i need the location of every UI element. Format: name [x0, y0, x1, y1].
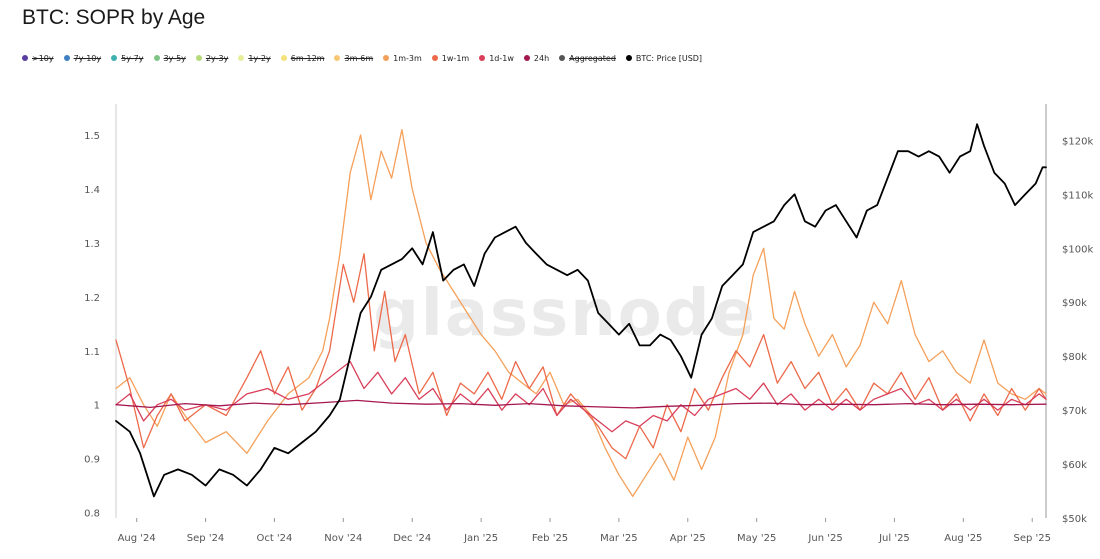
y-right-tick-label: $120k	[1062, 136, 1093, 147]
x-tick-label: Oct '24	[256, 533, 292, 544]
legend-dot-icon	[625, 55, 632, 61]
x-tick-label: Mar '25	[600, 533, 638, 544]
legend-item[interactable]: 3m-6m	[334, 54, 373, 63]
x-tick-label: Aug '25	[944, 533, 982, 544]
legend-item[interactable]: 5y-7y	[111, 53, 144, 63]
legend-dot-icon	[523, 55, 530, 61]
legend-dot-icon	[334, 55, 341, 61]
legend-label: 7y-10y	[73, 53, 102, 63]
y-right-tick-label: $100k	[1062, 244, 1093, 255]
y-right-tick-label: $110k	[1062, 190, 1093, 201]
legend-label: 2y-3y	[205, 53, 229, 63]
x-tick-label: Nov '24	[324, 533, 362, 544]
legend-label: 5y-7y	[121, 53, 144, 63]
legend-dot-icon	[111, 55, 118, 61]
legend-dot-icon	[479, 55, 486, 61]
legend-label: 1d-1w	[489, 53, 514, 63]
watermark-text: glassnode	[373, 277, 757, 351]
y-right-tick-label: $60k	[1062, 460, 1087, 471]
legend-item[interactable]: >10y	[22, 54, 54, 63]
x-tick-label: Dec '24	[393, 533, 431, 544]
x-tick-label: Jul '25	[878, 533, 910, 544]
legend-dot-icon	[280, 55, 287, 61]
chart-title: BTC: SOPR by Age	[22, 6, 206, 29]
legend-item[interactable]: 1y-2y	[238, 53, 271, 63]
legend-item[interactable]: Aggregated	[559, 54, 616, 63]
series-line-1m-3m	[115, 128, 1047, 498]
x-tick-label: Sep '24	[187, 533, 225, 544]
y-left-tick-label: 1.5	[84, 131, 100, 142]
legend-item[interactable]: 3y-5y	[153, 53, 186, 63]
legend-dot-icon	[195, 55, 202, 61]
y-left-tick-label: 1.3	[84, 239, 100, 250]
legend-label: 1y-2y	[248, 53, 271, 63]
x-tick-label: Jan '25	[463, 533, 498, 544]
legend-label: 6m-12m	[290, 53, 325, 63]
legend-dot-icon	[238, 55, 245, 61]
legend-item[interactable]: 24h	[523, 53, 550, 63]
legend-item[interactable]: 6m-12m	[280, 53, 325, 63]
legend-item[interactable]: 1d-1w	[479, 54, 514, 63]
legend-label: Aggregated	[569, 53, 616, 63]
legend-label: 1m-3m	[393, 53, 422, 63]
legend-item[interactable]: 1m-3m	[383, 54, 422, 63]
y-right-tick-label: $80k	[1062, 352, 1087, 363]
y-left-tick-label: 1.2	[84, 293, 100, 304]
y-right-tick-label: $90k	[1062, 298, 1087, 309]
y-left-tick-label: 1.4	[84, 185, 100, 196]
legend: >10y 7y-10y 5y-7y 3y-5y 2y-3y 1y-2y 6m-12m 3m-6…	[22, 51, 702, 65]
y-right-tick-label: $50k	[1062, 514, 1087, 525]
x-tick-label: May '25	[737, 533, 776, 544]
legend-item[interactable]: 1w-1m	[431, 53, 470, 63]
y-left-tick-label: 0.8	[84, 509, 100, 520]
y-left-tick-label: 0.9	[84, 455, 100, 466]
legend-item[interactable]: 2y-3y	[195, 53, 229, 63]
y-left-tick-label: 1	[94, 401, 100, 412]
series-line-btc-price-usd-	[115, 123, 1047, 498]
x-tick-label: Aug '24	[118, 533, 156, 544]
legend-label: 3m-6m	[344, 53, 374, 63]
legend-dot-icon	[63, 55, 70, 61]
x-tick-label: Sep '25	[1013, 533, 1051, 544]
legend-item[interactable]: 7y-10y	[63, 53, 102, 63]
legend-item[interactable]: BTC: Price [USD]	[625, 53, 703, 63]
legend-dot-icon	[22, 55, 28, 61]
legend-label: >10y	[32, 53, 54, 63]
legend-dot-icon	[559, 55, 566, 61]
legend-dot-icon	[153, 55, 160, 61]
x-tick-label: Jun '25	[807, 533, 842, 544]
legend-dot-icon	[383, 55, 390, 61]
series-line-24h	[115, 399, 1047, 409]
x-tick-label: Feb '25	[532, 533, 568, 544]
legend-label: 3y-5y	[163, 53, 186, 63]
legend-label: 1w-1m	[441, 53, 470, 63]
legend-dot-icon	[431, 55, 438, 61]
series-line-1d-1w	[115, 360, 1047, 433]
y-left-tick-label: 1.1	[84, 347, 100, 358]
x-tick-label: Apr '25	[670, 533, 706, 544]
y-right-tick-label: $70k	[1062, 406, 1087, 417]
legend-label: BTC: Price [USD]	[635, 53, 703, 63]
legend-label: 24h	[533, 53, 550, 63]
